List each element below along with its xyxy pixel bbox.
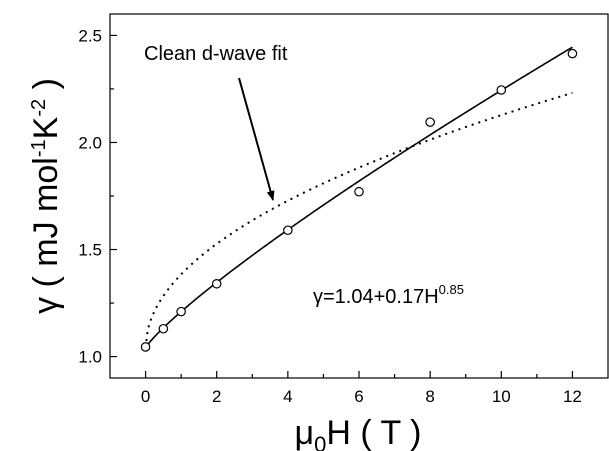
data-point: [425, 117, 435, 127]
data-points: [140, 48, 578, 352]
data-point: [567, 48, 578, 59]
x-tick-label: 4: [283, 387, 292, 406]
dwave-fit-line: [144, 91, 573, 349]
data-point: [496, 85, 507, 95]
data-point: [158, 323, 169, 334]
x-axis-title: μ0H ( T ): [295, 414, 422, 451]
arrow-label: Clean d-wave fit: [144, 43, 288, 65]
data-point: [283, 225, 293, 236]
y-tick-label: 2.0: [78, 133, 102, 152]
axis-ticks: [110, 34, 574, 378]
y-tick-label: 1.5: [78, 241, 102, 260]
x-tick-label: 10: [492, 387, 511, 406]
x-tick-label: 0: [141, 387, 150, 406]
data-point: [211, 278, 222, 289]
data-point: [140, 342, 151, 352]
data-point: [176, 306, 186, 317]
y-axis-title: γ ( mJ mol-1K-2 ): [27, 78, 65, 314]
x-tick-label: 2: [212, 387, 221, 406]
x-tick-label: 8: [425, 387, 434, 406]
y-tick-label: 2.5: [78, 26, 102, 45]
tick-labels: 0 2 4 6 8 10 12 1.0 1.5 2.0 2.5: [78, 26, 582, 406]
data-point: [354, 186, 364, 197]
annotation-arrow: [238, 77, 275, 201]
y-tick-label: 1.0: [78, 348, 102, 367]
fit-equation: γ=1.04+0.17H0.85: [313, 282, 464, 308]
x-tick-label: 6: [354, 387, 363, 406]
x-tick-label: 12: [563, 387, 582, 406]
